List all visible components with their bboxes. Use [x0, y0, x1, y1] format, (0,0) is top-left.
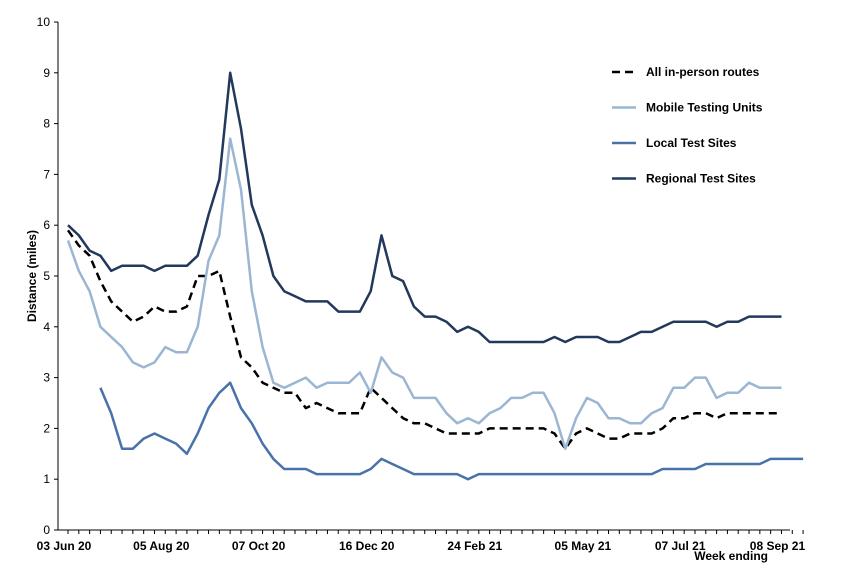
x-tick-label: 07 Jul 21 [655, 539, 706, 553]
legend-label-4: Regional Test Sites [646, 172, 756, 186]
y-tick-label: 9 [43, 66, 50, 80]
legend-label-3: Local Test Sites [646, 136, 737, 150]
series-line-4 [67, 71, 782, 344]
x-tick-label: 03 Jun 20 [37, 539, 92, 553]
x-tick-label: 08 Sep 21 [750, 539, 806, 553]
x-tick-label: 24 Feb 21 [447, 539, 502, 553]
series-line-1 [66, 229, 782, 450]
x-tick-label: 07 Oct 20 [232, 539, 286, 553]
legend-label-2: Mobile Testing Units [646, 101, 763, 115]
x-axis-title: Week ending [694, 549, 768, 563]
y-tick-label: 5 [43, 269, 50, 283]
axes: 0 1 2 3 4 5 6 7 8 9 10 03 Jun 20 05 Aug 20 07 Oct 20 1… [37, 15, 806, 553]
y-tick-label: 8 [43, 117, 50, 131]
y-tick-label: 10 [37, 15, 51, 29]
y-tick-label: 2 [43, 421, 50, 435]
y-tick-label: 7 [43, 167, 50, 181]
y-tick-label: 4 [43, 320, 50, 334]
legend-label-1: All in-person routes [646, 65, 760, 79]
y-tick-label: 1 [43, 472, 50, 486]
legend: All in-person routes Mobile Testing Units… [612, 65, 763, 186]
y-axis-title: Distance (miles) [25, 230, 39, 322]
y-tick-label: 0 [43, 523, 50, 537]
x-tick-label: 05 May 21 [555, 539, 612, 553]
series-line-3 [99, 381, 804, 481]
y-tick-label: 6 [43, 218, 50, 232]
series-layer [66, 71, 804, 481]
x-tick-label: 16 Dec 20 [339, 539, 395, 553]
x-tick-label: 05 Aug 20 [133, 539, 190, 553]
y-tick-label: 3 [43, 371, 50, 385]
series-line-2 [66, 137, 782, 450]
